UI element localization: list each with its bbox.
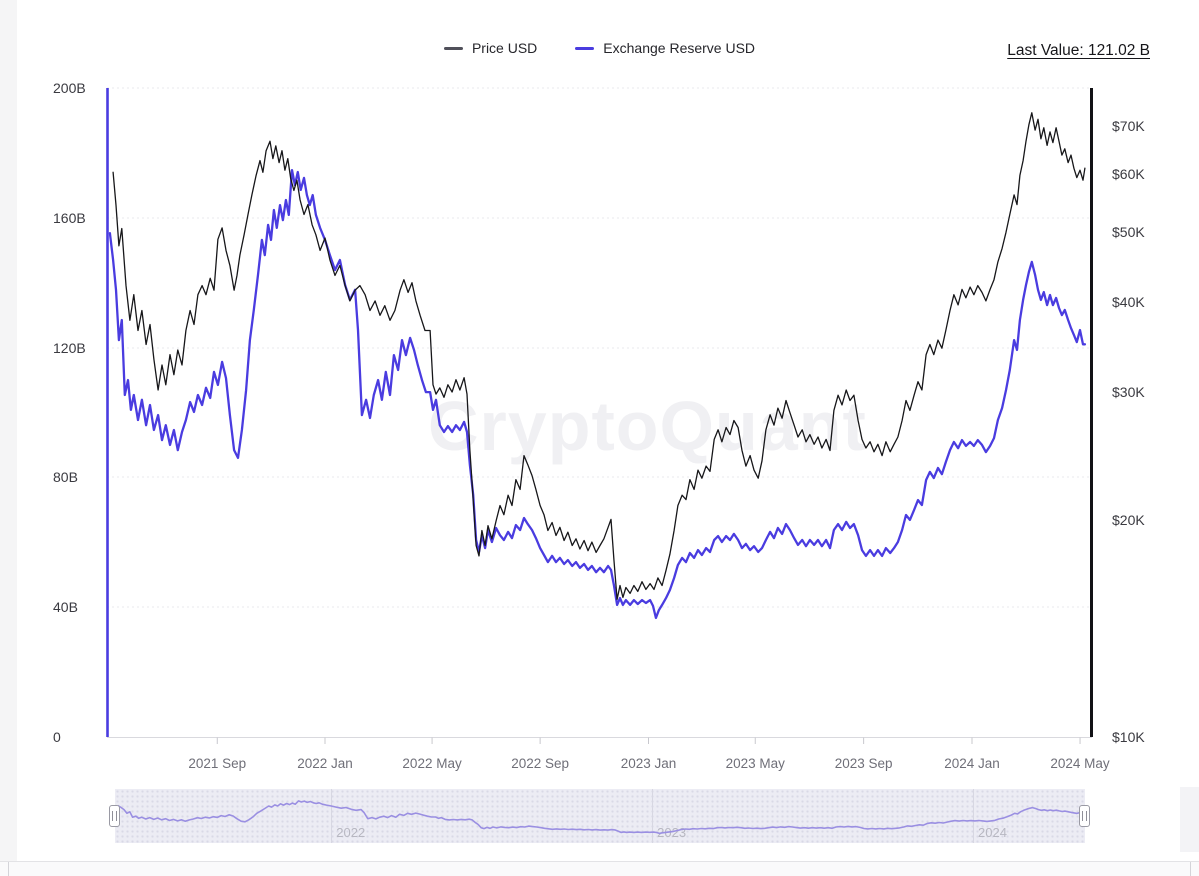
legend-label: Exchange Reserve USD	[603, 40, 756, 56]
navigator-year-label: 2022	[336, 825, 366, 840]
x-axis-label: 2023 May	[725, 756, 785, 771]
navigator-selection[interactable]	[115, 789, 1085, 843]
series-line-exchange-reserve-usd	[108, 168, 1087, 620]
navigator-year-gridline	[331, 789, 333, 843]
x-axis-label: 2022 Jan	[297, 756, 353, 771]
chart-legend: Price USD Exchange Reserve USD	[0, 40, 1199, 56]
price-line-swatch-icon	[443, 46, 463, 50]
x-axis-label: 2021 Sep	[188, 756, 247, 771]
y-axis-left-label: 120B	[53, 340, 86, 356]
x-axis-label: 2024 Jan	[944, 756, 1000, 771]
legend-label: Price USD	[471, 40, 538, 56]
lower-panel-right-border	[1190, 862, 1191, 876]
legend-item-exchange-reserve-usd[interactable]: Exchange Reserve USD	[575, 40, 755, 56]
navigator-year-gridline	[973, 789, 974, 843]
lower-panel-left-border	[8, 862, 9, 876]
navigator-track[interactable]: 2022 2023 2024	[107, 789, 1092, 843]
y-axis-left-label: 160B	[53, 210, 86, 226]
x-axis-label: 2024 May	[1050, 756, 1110, 771]
x-axis-label: 2022 Sep	[511, 756, 570, 771]
navigator-left-handle-icon[interactable]	[109, 805, 120, 827]
series-line-price-usd	[112, 112, 1086, 601]
y-axis-right-label: $70K	[1112, 118, 1145, 134]
legend-item-price-usd[interactable]: Price USD	[443, 40, 538, 56]
x-axis-label: 2023 Sep	[834, 756, 893, 771]
page-right-gutter	[1180, 787, 1199, 852]
lower-panel-edge	[0, 861, 1199, 876]
cryptoquant-watermark: CryptoQuant	[428, 387, 867, 465]
y-axis-right-label: $40K	[1112, 294, 1145, 310]
navigator-year-gridline	[652, 789, 654, 843]
y-axis-right-label: $30K	[1112, 384, 1145, 400]
navigator-right-handle-icon[interactable]	[1079, 805, 1090, 827]
y-axis-left-label: 80B	[53, 469, 78, 485]
y-axis-right-label: $50K	[1112, 224, 1145, 240]
y-axis-right-label: $60K	[1112, 166, 1145, 182]
x-axis-label: 2023 Jan	[620, 756, 677, 771]
last-value-link[interactable]: Last Value: 121.02 B	[1007, 42, 1150, 59]
y-axis-left-label: 40B	[53, 599, 78, 615]
x-axis-label: 2022 May	[402, 756, 462, 771]
reserve-line-swatch-icon	[575, 46, 595, 50]
navigator-year-label: 2024	[978, 825, 1007, 840]
page-left-gutter	[0, 0, 17, 861]
y-axis-right-label: $10K	[1112, 729, 1145, 745]
y-axis-right-label: $20K	[1112, 512, 1145, 528]
y-axis-left-label: 0	[53, 729, 61, 745]
y-axis-left-label: 200B	[53, 80, 86, 96]
navigator-year-label: 2023	[657, 825, 687, 840]
